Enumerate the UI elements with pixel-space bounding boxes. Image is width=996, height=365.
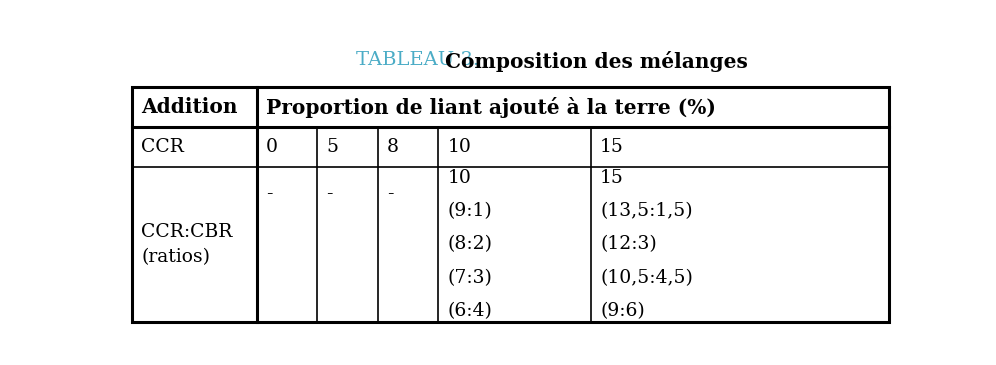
Text: Composition des mélanges: Composition des mélanges — [445, 51, 748, 72]
Text: (10,5:4,5): (10,5:4,5) — [601, 269, 693, 287]
Text: 8: 8 — [386, 138, 399, 156]
Text: 15: 15 — [601, 169, 624, 187]
Text: TABLEAU 3.: TABLEAU 3. — [357, 51, 479, 69]
Text: -: - — [386, 185, 393, 203]
Text: 0: 0 — [266, 138, 278, 156]
Text: (12:3): (12:3) — [601, 235, 657, 253]
Text: (9:1): (9:1) — [447, 202, 492, 220]
Text: (13,5:1,5): (13,5:1,5) — [601, 202, 693, 220]
Text: (ratios): (ratios) — [141, 248, 210, 266]
Text: Addition: Addition — [141, 97, 238, 117]
Text: (7:3): (7:3) — [447, 269, 492, 287]
Text: (6:4): (6:4) — [447, 302, 492, 320]
Text: 10: 10 — [447, 169, 471, 187]
Text: (8:2): (8:2) — [447, 235, 492, 253]
Text: CCR: CCR — [141, 138, 184, 156]
Text: 15: 15 — [601, 138, 624, 156]
Text: 5: 5 — [327, 138, 339, 156]
Text: (9:6): (9:6) — [601, 302, 645, 320]
Text: -: - — [327, 185, 333, 203]
Text: Proportion de liant ajouté à la terre (%): Proportion de liant ajouté à la terre (%… — [266, 97, 716, 118]
Text: 10: 10 — [447, 138, 471, 156]
Text: -: - — [266, 185, 273, 203]
Bar — [132, 87, 888, 322]
Text: CCR:CBR: CCR:CBR — [141, 223, 233, 241]
